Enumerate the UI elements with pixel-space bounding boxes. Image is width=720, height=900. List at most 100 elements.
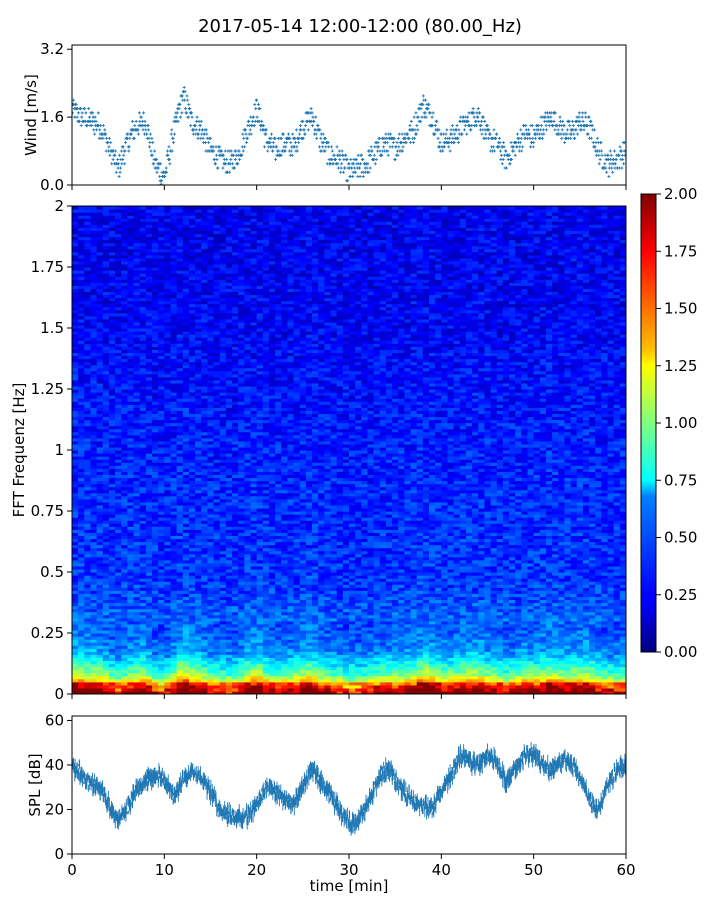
spectrogram-cell (164, 230, 172, 235)
spectrogram-cell (96, 599, 104, 604)
spectrogram-cell (133, 633, 141, 637)
spectrogram-cell (84, 501, 92, 506)
spectrogram-cell (102, 334, 110, 338)
wind-marker (214, 162, 218, 166)
spectrogram-cell (115, 300, 122, 305)
spectrogram-cell (84, 385, 92, 390)
spectrogram-cell (127, 340, 135, 344)
spectrogram-cell (201, 422, 209, 427)
spectrogram-cell (195, 572, 202, 576)
spectrogram-cell (195, 602, 202, 607)
wind-marker (617, 153, 621, 157)
spectrogram-cell (158, 242, 165, 247)
wind-marker (318, 128, 322, 132)
spectrogram-cell (78, 358, 85, 363)
spectrogram-cell (139, 389, 147, 393)
wind-marker (122, 153, 126, 157)
spectrogram-cell (108, 404, 116, 408)
spectrogram-cell (108, 343, 116, 347)
wind-marker (556, 128, 560, 132)
spectrogram-cell (139, 526, 147, 530)
spectrogram-cell (115, 486, 122, 491)
wind-marker (295, 149, 299, 153)
spectrogram-cell (170, 639, 178, 643)
wind-marker (480, 132, 484, 136)
spectrogram-cell (145, 529, 153, 533)
wind-marker (495, 132, 499, 136)
spectrogram-cell (207, 303, 215, 308)
spectrogram-cell (176, 553, 184, 558)
spectrogram-cell (90, 379, 98, 384)
wind-marker (394, 145, 398, 149)
spectrogram-cell (108, 382, 116, 387)
spectrogram-cell (201, 514, 209, 518)
spectrogram-cell (78, 337, 85, 341)
spectrogram-cell (84, 324, 92, 329)
spectrogram-cell (121, 321, 128, 326)
spectrogram-cell (102, 629, 110, 634)
spectrogram-cell (115, 382, 122, 387)
wind-marker (421, 94, 425, 98)
spectrogram-cell (176, 648, 184, 652)
spectrogram-cell (188, 471, 196, 475)
spectrogram-cell (164, 410, 172, 414)
spectrogram-cell (72, 669, 79, 674)
spectrogram-cell (158, 282, 165, 286)
spectrogram-cell (170, 379, 178, 384)
wind-marker (196, 136, 200, 140)
spectrogram-cell (127, 672, 135, 677)
wind-marker (138, 119, 142, 123)
spectrogram-cell (127, 541, 135, 546)
spectrogram-cell (90, 593, 98, 597)
wind-marker (148, 141, 152, 145)
wind-marker (460, 132, 464, 136)
spectrogram-cell (127, 355, 135, 360)
spectrogram-cell (145, 239, 153, 244)
wind-marker (99, 124, 103, 128)
spectrogram-cell (108, 367, 116, 372)
spectrogram-cell (170, 419, 178, 424)
spectrogram-cell (201, 532, 209, 536)
spectrogram-cell (72, 489, 79, 494)
spectrogram-cell (90, 392, 98, 396)
spectrogram-cell (213, 437, 221, 442)
spectrogram-cell (90, 312, 98, 317)
spectrogram-cell (158, 395, 165, 399)
spectrogram-cell (90, 389, 98, 393)
spectrogram-cell (152, 584, 159, 588)
wind-marker (547, 124, 551, 128)
spectrogram-cell (121, 404, 128, 408)
wind-marker (462, 128, 466, 132)
spectrogram-cell (102, 294, 110, 299)
spectrogram-cell (115, 669, 122, 674)
wind-marker (218, 145, 222, 149)
spectrogram-cell (195, 413, 202, 418)
wind-marker (359, 162, 363, 166)
spectrogram-cell (139, 605, 147, 610)
wind-marker (501, 158, 505, 162)
spectrogram-cell (152, 517, 159, 521)
spectrogram-cell (139, 291, 147, 296)
spectrogram-cell (152, 321, 159, 326)
spectrogram-cell (108, 306, 116, 311)
spectrogram-cell (133, 584, 141, 588)
wind-marker (589, 136, 593, 140)
spectrogram-cell (121, 620, 128, 625)
spectrogram-cell (182, 315, 190, 320)
spectrogram-cell (188, 437, 196, 442)
spectrogram-cell (188, 453, 196, 457)
spectrogram-cell (115, 212, 122, 216)
spectrogram-cell (164, 544, 172, 549)
spectrogram-cell (182, 306, 190, 311)
spectrogram-cell (127, 446, 135, 451)
spectrogram-cell (188, 349, 196, 353)
spectrogram-cell (133, 614, 141, 619)
spectrogram-cell (158, 523, 165, 527)
spectrogram-cell (108, 410, 116, 414)
spectrogram-cell (108, 538, 116, 543)
spectrogram-cell (84, 672, 92, 677)
wind-marker (589, 119, 593, 123)
wind-marker (119, 149, 123, 153)
spectrogram-cell (188, 678, 196, 683)
spectrogram-cell (72, 230, 79, 235)
